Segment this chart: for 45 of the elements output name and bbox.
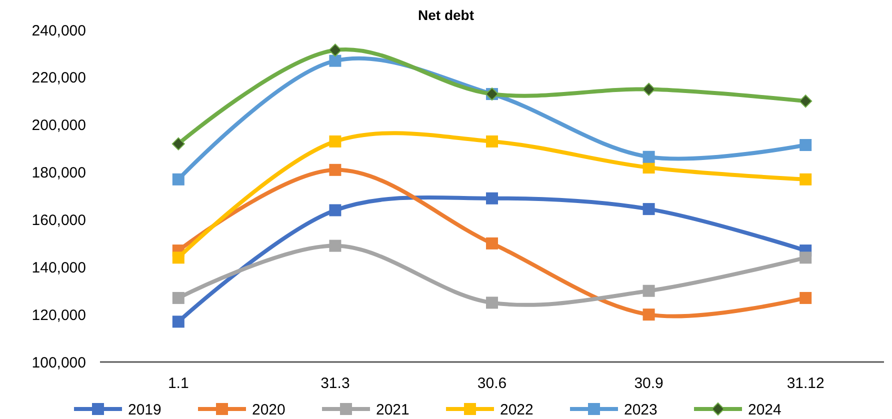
point bbox=[486, 135, 498, 148]
point bbox=[642, 284, 655, 297]
point bbox=[172, 292, 184, 304]
y-tick-label: 160,000 bbox=[32, 212, 86, 229]
legend-label: 2020 bbox=[252, 401, 286, 418]
point bbox=[642, 150, 655, 163]
legend-label: 2024 bbox=[748, 401, 782, 418]
x-tick-label: 1.1 bbox=[168, 375, 189, 392]
point bbox=[799, 94, 812, 108]
y-tick-label: 200,000 bbox=[32, 117, 86, 134]
point bbox=[172, 316, 184, 328]
point bbox=[329, 164, 342, 176]
y-tick-label: 180,000 bbox=[32, 164, 86, 182]
point bbox=[329, 54, 342, 67]
x-tick-label: 31.12 bbox=[786, 375, 824, 392]
y-tick-label: 240,000 bbox=[32, 22, 86, 40]
point bbox=[800, 292, 812, 304]
point bbox=[800, 173, 812, 186]
point bbox=[800, 139, 812, 152]
legend-label: 2023 bbox=[624, 401, 658, 418]
point bbox=[329, 204, 342, 216]
chart-title: Net debt bbox=[418, 7, 474, 23]
y-tick-label: 100,000 bbox=[32, 354, 86, 372]
legend-label: 2021 bbox=[376, 401, 410, 418]
point bbox=[642, 308, 655, 321]
y-tick-label: 140,000 bbox=[32, 259, 86, 276]
x-tick-label: 30.6 bbox=[477, 375, 507, 392]
x-tick-label: 30.9 bbox=[634, 375, 664, 392]
y-tick-label: 220,000 bbox=[32, 70, 86, 87]
legend-label: 2019 bbox=[128, 401, 162, 418]
point bbox=[486, 296, 498, 309]
point bbox=[642, 203, 655, 216]
y-tick-label: 120,000 bbox=[32, 306, 86, 324]
point bbox=[172, 173, 184, 186]
point bbox=[800, 252, 812, 264]
point bbox=[329, 135, 342, 148]
point bbox=[328, 44, 342, 57]
point bbox=[329, 240, 342, 252]
point bbox=[486, 192, 498, 204]
point bbox=[172, 252, 184, 264]
point bbox=[642, 82, 656, 96]
legend-label: 2022 bbox=[500, 401, 534, 418]
point bbox=[172, 137, 185, 150]
x-tick-label: 31.3 bbox=[320, 375, 350, 392]
point bbox=[486, 237, 498, 250]
